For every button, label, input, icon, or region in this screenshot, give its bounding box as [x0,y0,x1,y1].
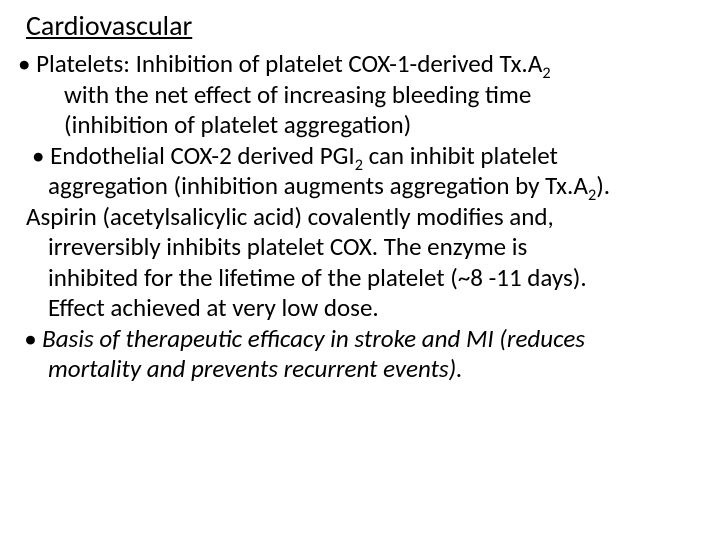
bullet-2-line-1: • Endothelial COX-2 derived PGI2 can inh… [18,141,702,172]
bullet-1-line-1: • Platelets: Inhibition of platelet COX-… [18,48,551,79]
paragraph-aspirin: Aspirin (acetylsalicylic acid) covalentl… [18,202,702,324]
bullet-2-line-2: aggregation (inhibition augments aggrega… [18,171,702,202]
aspirin-line-2: irreversibly inhibits platelet COX. The … [18,232,702,263]
aspirin-line-4: Effect achieved at very low dose. [18,293,702,324]
bullet-4-line-1: • Basis of therapeutic efficacy in strok… [18,324,702,355]
slide: Cardiovascular • Platelets: Inhibition o… [0,0,720,540]
bullet-1: • Platelets: Inhibition of platelet COX-… [18,49,702,141]
body-text: • Platelets: Inhibition of platelet COX-… [18,49,702,385]
bullet-1-line-2: with the net effect of increasing bleedi… [18,80,702,111]
bullet-1-line-3: (inhibition of platelet aggregation) [18,110,702,141]
aspirin-line-3: inhibited for the lifetime of the platel… [18,263,702,294]
aspirin-line-1: Aspirin (acetylsalicylic acid) covalentl… [18,202,702,233]
bullet-4-line-2: mortality and prevents recurrent events)… [18,354,702,385]
bullet-4: • Basis of therapeutic efficacy in strok… [18,324,702,385]
section-heading: Cardiovascular [26,8,702,43]
bullet-2: • Endothelial COX-2 derived PGI2 can inh… [18,141,702,202]
